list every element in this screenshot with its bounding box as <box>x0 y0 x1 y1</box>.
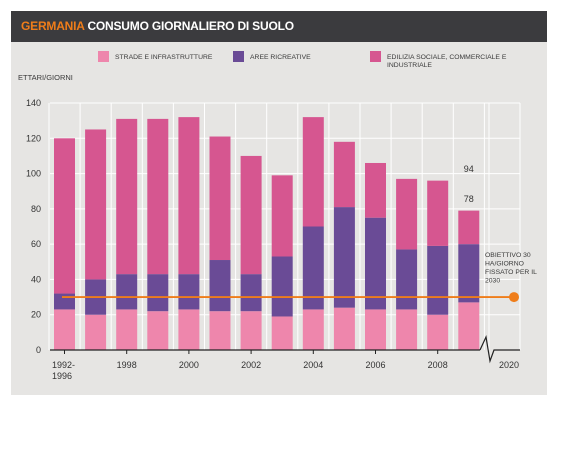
legend-swatch-edilizia <box>370 51 381 62</box>
legend-label-edilizia: EDILIZIA SOCIALE, COMMERCIALE E INDUSTRIA… <box>387 54 507 69</box>
bar-aree-2007 <box>396 249 418 310</box>
bar-aree-2001 <box>209 260 231 312</box>
bar-edilizia-1999 <box>147 118 169 275</box>
legend: STRADE E INFRASTRUTTURE AREE RICREATIVE ED… <box>98 51 507 69</box>
x-tick-label: 2008 <box>428 360 448 370</box>
bar-edilizia-2008 <box>427 180 449 246</box>
target-label: OBIETTIVO 30 HA/GIORNO FISSATO PER IL 2030 <box>485 252 537 285</box>
bar-aree-2000 <box>178 274 200 310</box>
y-axis-label: ETTARI/GIORNI <box>18 73 73 82</box>
data-label: 78 <box>464 194 474 204</box>
bar-edilizia-2000 <box>178 117 200 275</box>
bar-strade-2006 <box>365 309 386 350</box>
title-country: GERMANIA <box>21 19 85 33</box>
target-marker <box>509 292 519 303</box>
axes: ETTARI/GIORNI 0 20 40 60 80 100 120 140 1992-1996… <box>18 73 520 381</box>
bar-edilizia-2001 <box>209 136 231 261</box>
bar-strade-2007 <box>396 309 418 350</box>
bar-strade-2005 <box>333 307 355 350</box>
y-tick-label: 120 <box>26 133 41 143</box>
bar-strade-2003 <box>271 316 293 350</box>
y-tick-label: 140 <box>26 98 41 108</box>
legend-label-strade: STRADE E INFRASTRUTTURE <box>115 54 213 61</box>
bar-strade-2004 <box>302 309 324 350</box>
x-tick-label-future: 2020 <box>499 360 519 370</box>
bar-strade-2002 <box>240 311 262 350</box>
chart-title: GERMANIA CONSUMO GIORNALIERO DI SUOLO <box>21 11 294 42</box>
bar-strade-2001 <box>209 311 231 350</box>
bar-edilizia-2006 <box>365 162 386 218</box>
bar-edilizia-1997 <box>85 129 107 280</box>
y-tick-label: 60 <box>31 239 41 249</box>
bar-aree-2003 <box>271 256 293 317</box>
bar-aree-2009 <box>458 244 480 303</box>
bar-strade-1998 <box>116 309 138 350</box>
bar-edilizia-2003 <box>271 175 293 257</box>
y-tick-label: 100 <box>26 169 41 179</box>
data-label: 94 <box>464 164 474 174</box>
bar-strade-1992-1996 <box>54 309 75 350</box>
y-tick-label: 40 <box>31 274 41 284</box>
y-tick-label: 80 <box>31 204 41 214</box>
bar-aree-1999 <box>147 274 169 312</box>
title-bar: GERMANIA CONSUMO GIORNALIERO DI SUOLO <box>11 11 547 42</box>
bar-edilizia-2002 <box>240 155 262 275</box>
bar-strade-1997 <box>85 314 107 350</box>
bar-edilizia-2005 <box>333 141 355 208</box>
bar-aree-1992-1996 <box>54 293 75 310</box>
bar-strade-2009 <box>458 302 480 350</box>
x-tick-label: 2004 <box>303 360 323 370</box>
bar-strade-1999 <box>147 311 169 350</box>
annotations: OBIETTIVO 30 HA/GIORNO FISSATO PER IL 2030 9… <box>62 164 537 303</box>
y-tick-label: 20 <box>31 310 41 320</box>
legend-label-aree: AREE RICREATIVE <box>250 54 311 61</box>
bar-edilizia-2009 <box>458 210 480 245</box>
bar-edilizia-1992-1996 <box>54 138 75 294</box>
legend-swatch-strade <box>98 51 109 62</box>
bar-strade-2000 <box>178 309 200 350</box>
title-text: CONSUMO GIORNALIERO DI SUOLO <box>87 19 294 33</box>
bar-edilizia-1998 <box>116 118 138 275</box>
bar-aree-2006 <box>365 217 386 310</box>
x-tick-label: 2006 <box>365 360 385 370</box>
axis-break-marker <box>479 334 520 364</box>
bar-aree-2004 <box>302 226 324 310</box>
bar-aree-2008 <box>427 245 449 315</box>
bar-aree-2005 <box>333 207 355 308</box>
bar-edilizia-2004 <box>302 117 324 227</box>
x-tick-label: 1998 <box>117 360 137 370</box>
x-tick-label: 2002 <box>241 360 261 370</box>
y-tick-label: 0 <box>36 345 41 355</box>
bar-aree-1998 <box>116 274 138 310</box>
bar-edilizia-2007 <box>396 178 418 250</box>
x-tick-label: 1992-1996 <box>52 360 75 381</box>
x-tick-label: 2000 <box>179 360 199 370</box>
bar-aree-2002 <box>240 274 262 312</box>
bar-strade-2008 <box>427 314 449 350</box>
bars <box>54 117 480 350</box>
legend-swatch-aree <box>233 51 244 62</box>
